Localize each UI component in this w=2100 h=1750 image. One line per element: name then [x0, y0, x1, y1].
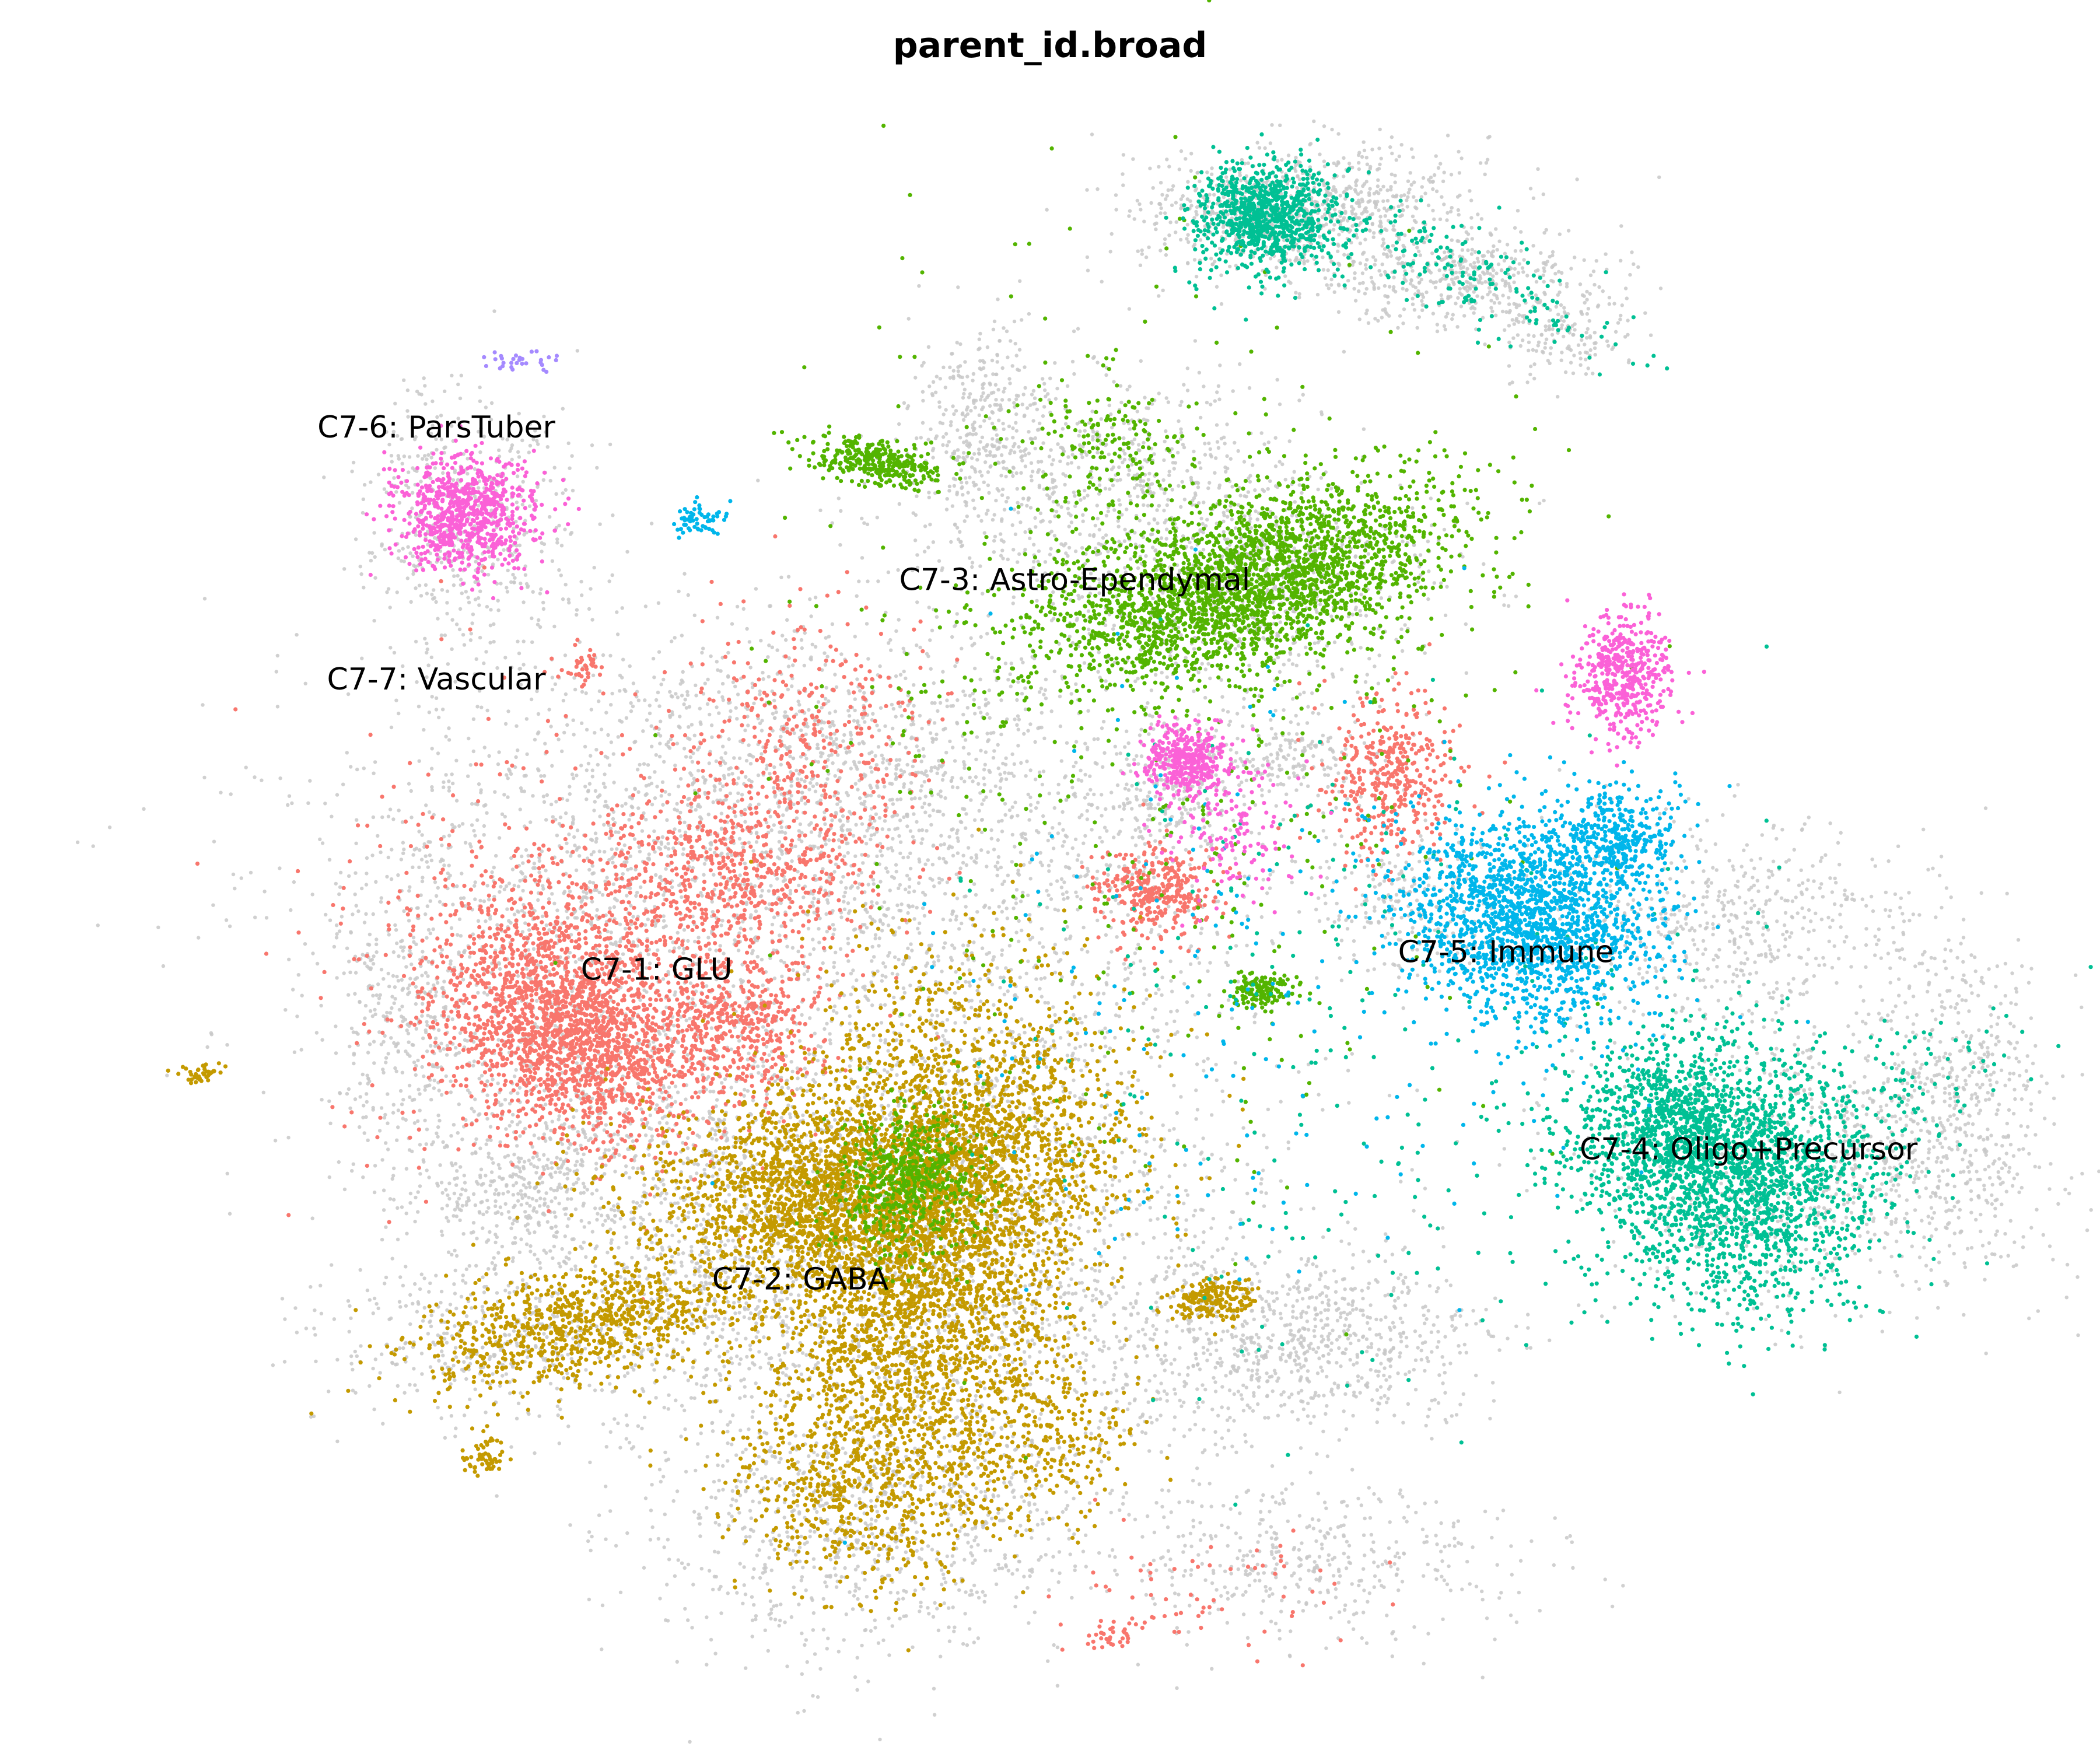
cluster-labels-layer: C7-6: ParsTuber C7-7: Vascular C7-3: Astro…: [317, 410, 1918, 1297]
unassigned-points-layer: [75, 119, 2100, 1744]
cluster-points-layer: [166, 0, 2093, 1668]
cluster-label-1: C7-6: ParsTuber: [317, 410, 555, 445]
cluster-label-3: C7-3: Astro-Ependymal: [900, 562, 1251, 597]
cluster-label-5: C7-5: Immune: [1398, 935, 1614, 970]
cluster-label-6: C7-4: Oligo+Precursor: [1580, 1132, 1918, 1167]
cluster-label-4: C7-1: GLU: [581, 953, 733, 988]
chart-title: parent_id.broad: [893, 25, 1208, 66]
cluster-label-2: C7-7: Vascular: [327, 662, 546, 697]
cluster-label-7: C7-2: GABA: [712, 1262, 889, 1297]
